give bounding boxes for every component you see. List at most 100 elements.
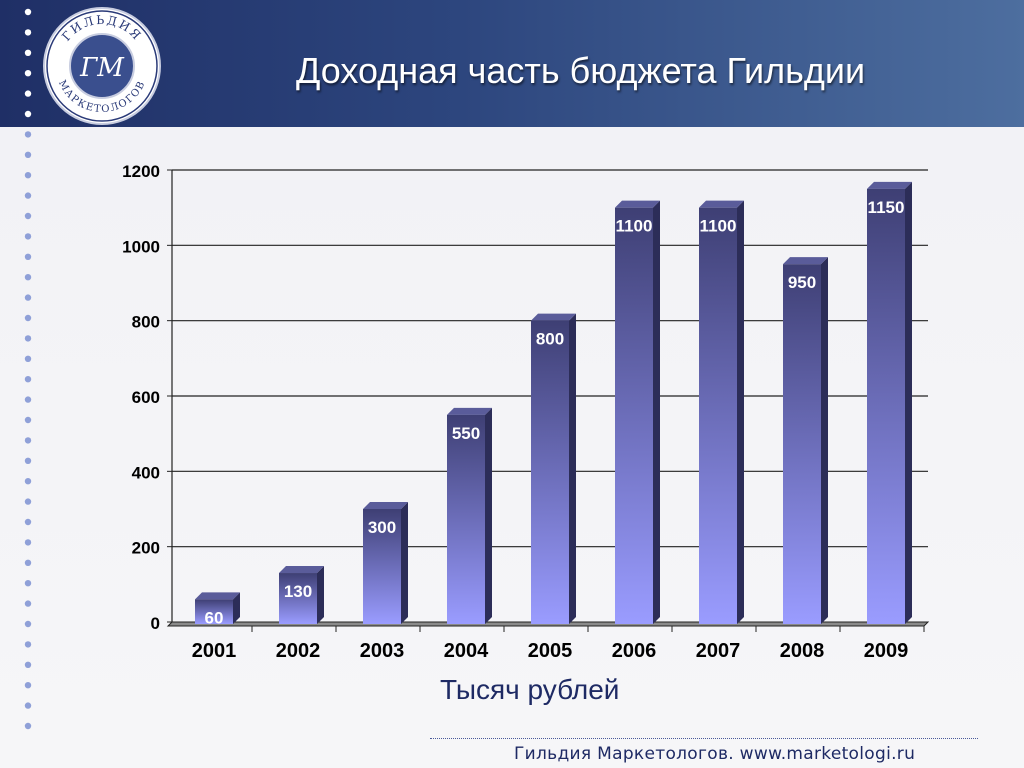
decorative-dot bbox=[24, 294, 32, 301]
y-tick-label: 600 bbox=[132, 388, 160, 407]
data-label: 550 bbox=[452, 424, 480, 443]
decorative-dot bbox=[24, 29, 32, 36]
bar-side bbox=[905, 181, 912, 625]
decorative-dot bbox=[24, 49, 32, 56]
decorative-dot bbox=[24, 110, 32, 118]
decorative-dot bbox=[24, 498, 32, 505]
decorative-dot bbox=[24, 661, 32, 668]
x-tick-labels: 2001 2002 2003 2004 2005 2006 2007 2008 2009 bbox=[192, 626, 925, 662]
guild-logo: ГИЛЬДИЯ МАРКЕТОЛОГОВ ГМ bbox=[43, 7, 161, 125]
bar-side bbox=[653, 200, 660, 624]
bar-2009 bbox=[867, 181, 912, 625]
bar-cap bbox=[279, 566, 324, 574]
bar-front bbox=[279, 573, 317, 624]
x-tick-label: 2008 bbox=[780, 640, 825, 662]
bar-side bbox=[401, 502, 408, 624]
decorative-dot bbox=[24, 151, 32, 158]
bar-front bbox=[615, 207, 653, 624]
decorative-dot bbox=[24, 274, 32, 281]
page-title: Доходная часть бюджета Гильдии bbox=[296, 50, 866, 91]
bar-cap bbox=[195, 592, 240, 600]
bar-front bbox=[531, 320, 569, 624]
bar-side bbox=[737, 200, 744, 624]
decorative-dot bbox=[24, 335, 32, 342]
bar-cap bbox=[447, 407, 492, 415]
data-label: 60 bbox=[205, 608, 224, 627]
bar-2002 bbox=[279, 566, 324, 624]
decorative-dot bbox=[24, 233, 32, 240]
data-label: 1100 bbox=[700, 217, 737, 236]
bar-2008 bbox=[783, 257, 828, 624]
data-label: 130 bbox=[284, 582, 312, 601]
bar-cap bbox=[615, 200, 660, 208]
x-tick-label: 2009 bbox=[864, 640, 909, 662]
y-tick-label: 1200 bbox=[122, 162, 160, 181]
bar-side bbox=[233, 592, 240, 624]
decorative-dot bbox=[24, 580, 32, 587]
decorative-dot bbox=[24, 702, 32, 709]
data-labels: 60 130 300 550 800 1100 1100 950 1150 bbox=[205, 198, 905, 628]
x-tick-label: 2007 bbox=[696, 640, 741, 662]
decorative-dot bbox=[24, 314, 32, 322]
decorative-dot bbox=[24, 416, 32, 424]
data-label: 800 bbox=[536, 330, 564, 349]
decorative-dot bbox=[24, 355, 32, 362]
bar-cap bbox=[783, 257, 828, 265]
bar-cap bbox=[363, 502, 408, 509]
bar-side bbox=[569, 313, 576, 624]
bar-2005 bbox=[531, 313, 576, 624]
logo-monogram: ГМ bbox=[79, 53, 125, 83]
decorative-dot bbox=[24, 620, 32, 628]
decorative-dot bbox=[24, 8, 32, 16]
bar-side bbox=[821, 257, 828, 624]
decorative-dot bbox=[24, 396, 32, 403]
bar-cap bbox=[699, 200, 744, 208]
bar-2003 bbox=[363, 502, 408, 624]
bar-front bbox=[195, 599, 233, 624]
bar-front bbox=[783, 264, 821, 624]
decorative-dot bbox=[24, 539, 32, 546]
decorative-dot bbox=[24, 559, 32, 566]
decorative-dot bbox=[24, 722, 32, 730]
y-tick-label: 200 bbox=[132, 539, 160, 558]
decorative-dot bbox=[24, 478, 32, 485]
bar-front bbox=[867, 188, 905, 625]
decorative-dot bbox=[24, 90, 32, 97]
y-tick-label: 400 bbox=[132, 463, 160, 482]
y-tick-label: 1000 bbox=[122, 237, 160, 256]
bar-front bbox=[699, 207, 737, 624]
y-tick-label: 800 bbox=[132, 313, 160, 332]
decorative-dot bbox=[24, 682, 32, 689]
decorative-dot bbox=[24, 253, 32, 260]
bar-front bbox=[447, 414, 485, 624]
bar-side bbox=[485, 407, 492, 624]
decorative-dot bbox=[24, 70, 32, 77]
decorative-dot bbox=[24, 437, 32, 444]
decorative-dot bbox=[24, 131, 32, 138]
decorative-dot bbox=[24, 212, 32, 220]
x-tick-label: 2005 bbox=[528, 640, 573, 662]
bar-2001 bbox=[195, 592, 240, 624]
x-tick-label: 2003 bbox=[360, 640, 405, 662]
decorative-dot bbox=[24, 457, 32, 464]
x-tick-label: 2004 bbox=[444, 640, 489, 662]
data-label: 1150 bbox=[868, 198, 905, 217]
decorative-dot bbox=[24, 172, 32, 179]
footer-text: Гильдия Маркетологов. www.marketologi.ru bbox=[514, 744, 916, 764]
header-band bbox=[0, 0, 1024, 127]
bar-side bbox=[317, 566, 324, 624]
bar-2006 bbox=[615, 200, 660, 624]
decorative-dot bbox=[24, 641, 32, 648]
decorative-dot bbox=[24, 600, 32, 607]
decorative-dot-column bbox=[24, 8, 32, 730]
x-tick-label: 2006 bbox=[612, 640, 657, 662]
x-axis-label: Тысяч рублей bbox=[440, 674, 620, 705]
data-label: 300 bbox=[368, 518, 396, 537]
y-tick-label: 0 bbox=[151, 614, 160, 633]
footer-divider bbox=[430, 738, 978, 739]
decorative-dot bbox=[24, 518, 32, 526]
content-background bbox=[0, 127, 1024, 768]
bar-front bbox=[363, 509, 401, 624]
bar-cap bbox=[867, 181, 912, 189]
bar-2007 bbox=[699, 200, 744, 624]
